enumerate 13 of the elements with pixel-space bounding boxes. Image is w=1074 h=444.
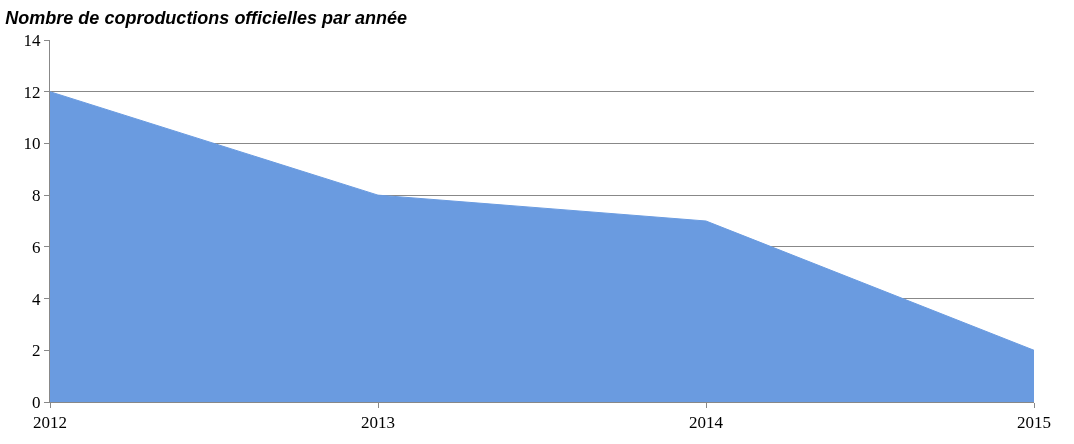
chart-title: Nombre de coproductions officielles par année (5, 7, 408, 28)
x-tick-label: 2014 (689, 413, 724, 433)
y-tick-label: 0 (32, 392, 41, 412)
x-tick-label: 2015 (1017, 413, 1051, 433)
x-tick-label: 2012 (33, 413, 67, 433)
y-tick-label: 8 (32, 186, 41, 206)
y-tick-label: 4 (32, 289, 42, 309)
y-tick-label: 2 (32, 341, 41, 361)
x-tick-label: 2013 (361, 413, 395, 433)
y-tick-label: 6 (32, 237, 41, 257)
y-tick-label: 12 (23, 82, 41, 102)
y-tick-label: 14 (23, 30, 42, 50)
y-tick-label: 10 (23, 134, 41, 154)
